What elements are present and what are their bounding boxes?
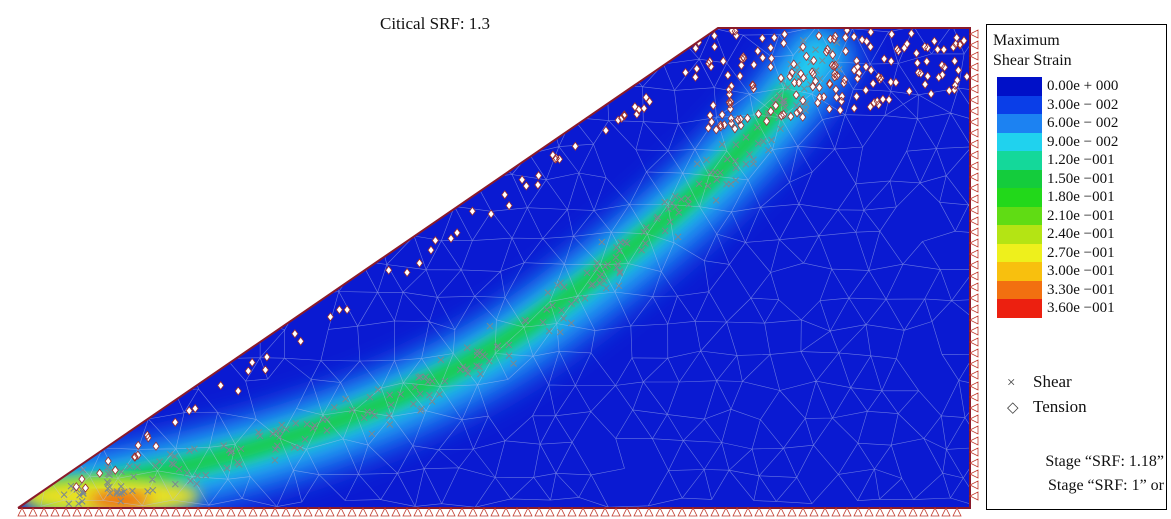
color-swatch — [997, 299, 1042, 318]
color-swatch — [997, 169, 1042, 188]
color-scale-label: 1.20e −001 — [1047, 152, 1115, 168]
legend-shear-label: Shear — [1033, 372, 1072, 391]
color-swatch — [997, 188, 1042, 207]
color-scale-label: 1.50e −001 — [1047, 170, 1115, 187]
legend-shear-row: × Shear — [1007, 372, 1072, 392]
color-swatch — [997, 95, 1042, 114]
support-triangles — [17, 29, 979, 517]
color-swatch — [997, 114, 1042, 133]
strain-band-green — [38, 84, 799, 506]
color-swatch — [997, 151, 1042, 170]
color-swatch — [997, 280, 1042, 299]
color-swatch — [997, 262, 1042, 281]
tension-diamond-markers — [72, 28, 970, 493]
color-scale-label: 0.00e + 000 — [1047, 78, 1119, 94]
slope-boundary — [17, 27, 971, 509]
legend-title: Maximum Shear Strain — [993, 31, 1072, 71]
shear-yield-markers — [60, 37, 843, 508]
color-scale-label: 2.10e −001 — [1047, 207, 1115, 224]
stage-line-2: Stage “SRF: 1” or — [1048, 477, 1164, 494]
shear-strain-contours — [18, 28, 970, 508]
color-swatch — [997, 225, 1042, 244]
color-swatch — [997, 206, 1042, 225]
boundary-supports — [17, 29, 979, 517]
legend-title-line1: Maximum — [993, 32, 1060, 49]
shear-cross-icon: × — [1007, 375, 1016, 391]
tension-yield-markers — [72, 28, 970, 493]
color-swatch — [997, 243, 1042, 262]
legend-tension-label: Tension — [1033, 397, 1087, 416]
color-scale-label: 3.00e −001 — [1047, 263, 1115, 279]
color-scale-label: 3.60e −001 — [1047, 300, 1115, 316]
legend-tension-row: ◇ Tension — [1007, 397, 1087, 417]
stage-line-1: Stage “SRF: 1.18” — [1045, 453, 1164, 470]
color-scale-label: 2.70e −001 — [1047, 244, 1115, 261]
color-scale-label: 2.40e −001 — [1047, 226, 1115, 242]
shear-cross-markers — [60, 37, 843, 508]
legend-title-line2: Shear Strain — [993, 52, 1072, 69]
legend-panel: Maximum Shear Strain 0.00e + 000 3.00e − … — [986, 24, 1167, 510]
color-scale-label: 6.00e − 002 — [1047, 115, 1119, 131]
color-scale-label: 1.80e −001 — [1047, 189, 1115, 205]
tension-diamond-icon: ◇ — [1007, 400, 1019, 416]
color-swatch — [997, 132, 1042, 151]
color-scale-label: 9.00e − 002 — [1047, 133, 1119, 150]
color-swatch — [997, 77, 1042, 96]
color-scale-label: 3.30e −001 — [1047, 281, 1115, 298]
critical-srf-title: Citical SRF: 1.3 — [380, 14, 491, 33]
color-scale-label: 3.00e − 002 — [1047, 96, 1119, 113]
